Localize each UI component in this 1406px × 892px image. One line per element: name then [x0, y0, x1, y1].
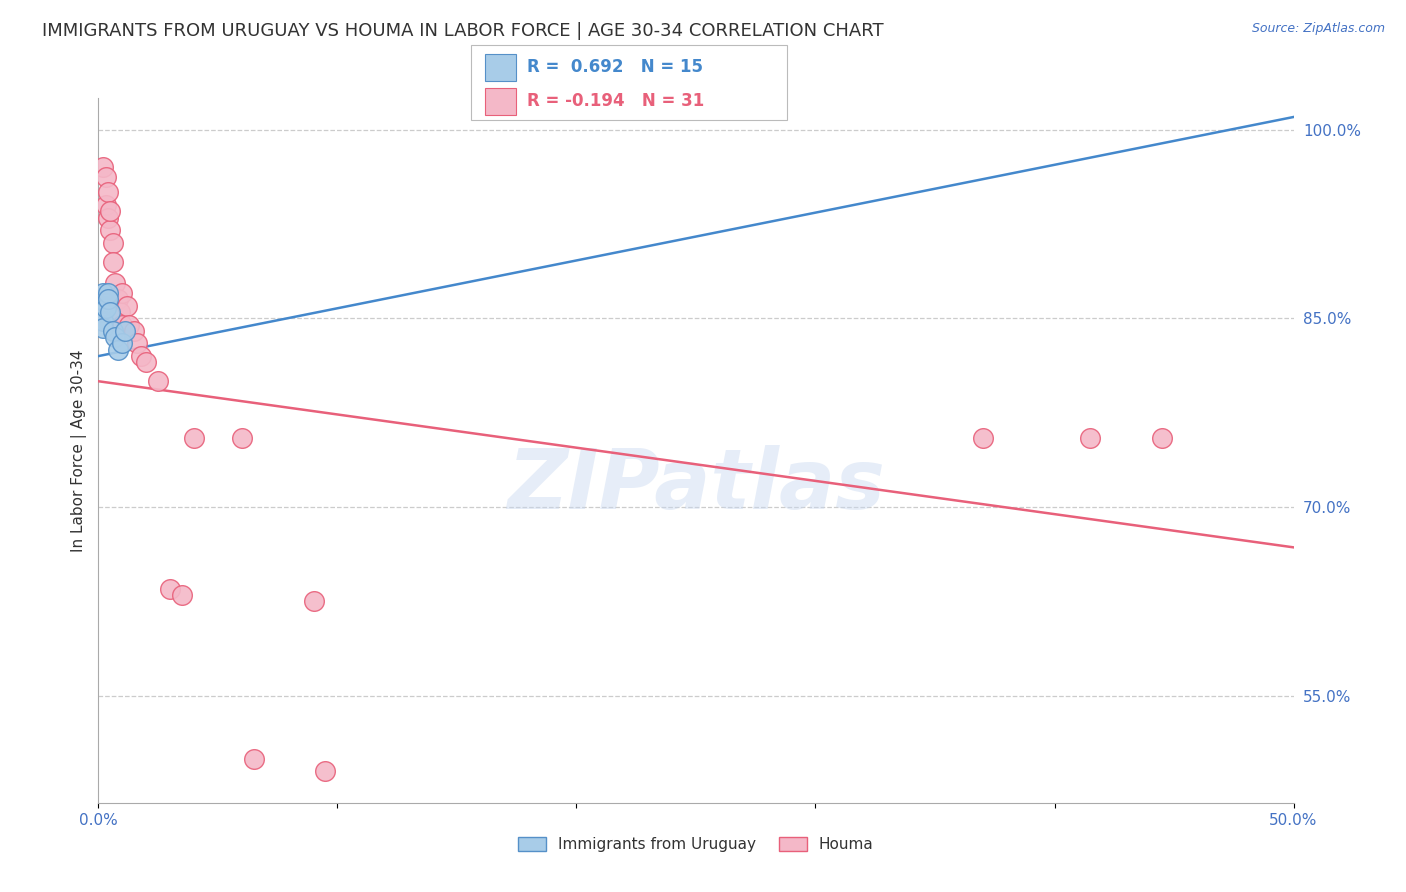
- Point: [243, 752, 266, 766]
- Point: [98, 223, 122, 237]
- Point: [1152, 431, 1174, 445]
- Point: [183, 431, 205, 445]
- Point: [94, 198, 117, 212]
- Point: [302, 594, 325, 608]
- Point: [98, 305, 122, 319]
- Text: R =  0.692   N = 15: R = 0.692 N = 15: [527, 58, 703, 77]
- Point: [97, 286, 120, 301]
- Point: [107, 343, 129, 357]
- Point: [135, 355, 157, 369]
- Point: [118, 318, 141, 332]
- Point: [131, 349, 153, 363]
- Point: [94, 170, 117, 185]
- Point: [91, 321, 114, 335]
- Point: [104, 276, 127, 290]
- Point: [97, 293, 120, 307]
- Point: [108, 305, 131, 319]
- Point: [125, 336, 148, 351]
- Point: [98, 204, 122, 219]
- Point: [97, 211, 120, 225]
- Point: [91, 286, 114, 301]
- Point: [124, 324, 146, 338]
- Point: [91, 161, 114, 175]
- Text: Source: ZipAtlas.com: Source: ZipAtlas.com: [1251, 22, 1385, 36]
- Text: IMMIGRANTS FROM URUGUAY VS HOUMA IN LABOR FORCE | AGE 30-34 CORRELATION CHART: IMMIGRANTS FROM URUGUAY VS HOUMA IN LABO…: [42, 22, 884, 40]
- Point: [104, 330, 127, 344]
- Point: [972, 431, 994, 445]
- Point: [91, 314, 114, 328]
- Point: [111, 286, 134, 301]
- Text: ZIPatlas: ZIPatlas: [508, 445, 884, 526]
- Point: [101, 254, 124, 268]
- Point: [101, 324, 124, 338]
- Point: [159, 582, 181, 596]
- Point: [114, 324, 136, 338]
- Point: [101, 235, 124, 250]
- Point: [111, 336, 134, 351]
- Point: [1080, 431, 1102, 445]
- Point: [97, 186, 120, 200]
- Point: [231, 431, 253, 445]
- Y-axis label: In Labor Force | Age 30-34: In Labor Force | Age 30-34: [72, 349, 87, 552]
- Point: [111, 318, 134, 332]
- Text: R = -0.194   N = 31: R = -0.194 N = 31: [527, 93, 704, 111]
- Point: [94, 296, 117, 310]
- Point: [107, 293, 129, 307]
- Point: [115, 299, 138, 313]
- Point: [91, 305, 114, 319]
- Point: [148, 374, 170, 388]
- Point: [94, 301, 117, 316]
- Point: [172, 588, 194, 602]
- Legend: Immigrants from Uruguay, Houma: Immigrants from Uruguay, Houma: [512, 831, 880, 859]
- Point: [91, 299, 114, 313]
- Point: [315, 764, 337, 779]
